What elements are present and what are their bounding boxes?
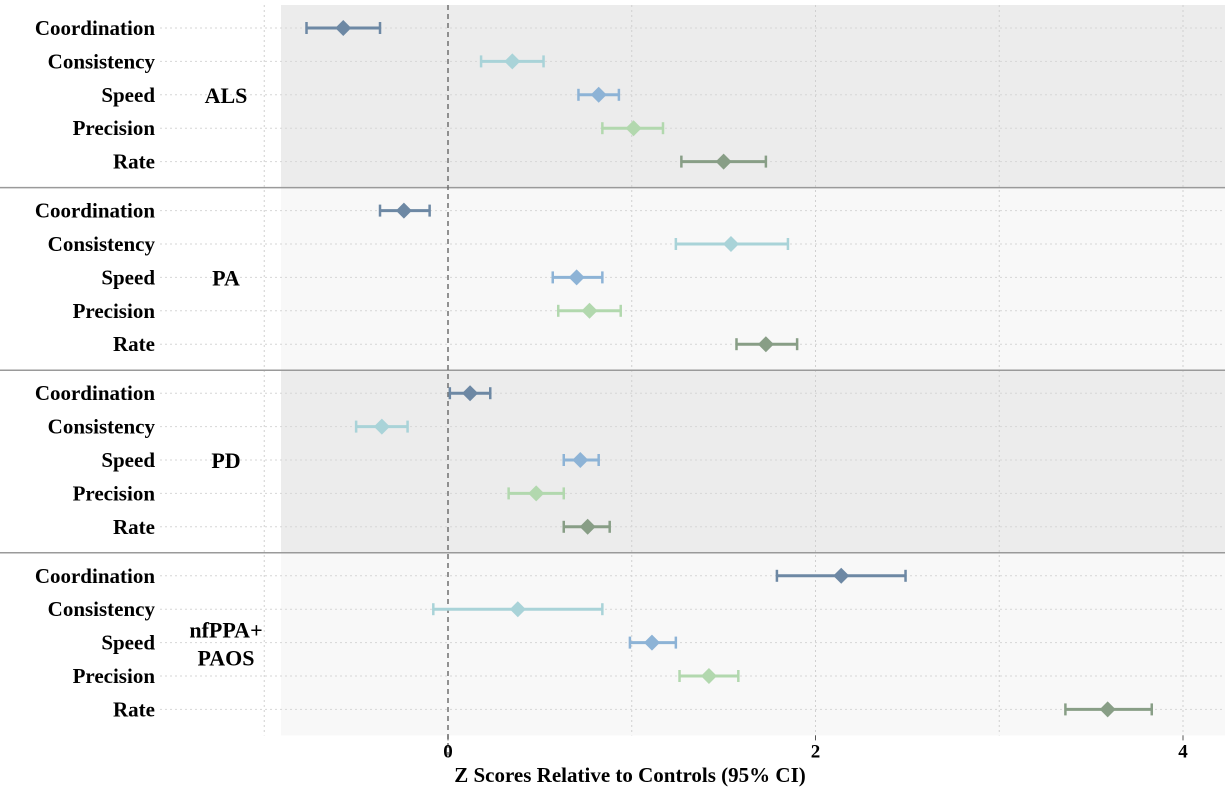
point-consistency <box>373 418 390 435</box>
group-label: ALS <box>205 83 248 108</box>
point-consistency <box>509 601 526 618</box>
metric-label-rate: Rate <box>113 515 155 539</box>
point-precision <box>700 668 717 684</box>
point-coordination <box>462 385 479 402</box>
point-coordination <box>395 202 412 219</box>
x-tick-label: 4 <box>1178 741 1188 762</box>
point-speed <box>568 269 585 286</box>
group-panels <box>281 5 1225 736</box>
metric-label-precision: Precision <box>73 116 156 140</box>
metric-label-precision: Precision <box>73 481 156 505</box>
panel-als <box>281 5 1225 188</box>
metric-label-consistency: Consistency <box>48 597 156 621</box>
point-consistency <box>722 236 739 252</box>
group-labels: ALS PA PD nfPPA+ PAOS <box>189 83 262 671</box>
metric-label-consistency: Consistency <box>48 415 156 439</box>
metric-label-coordination: Coordination <box>35 199 156 223</box>
panel-pa <box>281 187 1225 371</box>
metric-label-speed: Speed <box>101 265 155 289</box>
point-speed <box>572 452 589 468</box>
metric-label-rate: Rate <box>113 150 155 174</box>
metric-label-coordination: Coordination <box>35 381 156 405</box>
metric-label-precision: Precision <box>73 664 156 688</box>
metric-label-speed: Speed <box>101 448 155 472</box>
x-axis-ticks: 0 2 4 <box>443 735 1188 762</box>
metric-label-consistency: Consistency <box>48 232 156 256</box>
metric-label-consistency: Consistency <box>48 49 156 73</box>
group-label: PA <box>212 265 240 290</box>
point-rate <box>1099 701 1116 718</box>
data-marks <box>305 20 1154 718</box>
metric-labels: Coordination Consistency Speed Precision Rat… <box>35 16 156 721</box>
group-label: PD <box>211 448 240 473</box>
metric-label-speed: Speed <box>101 631 155 655</box>
x-tick-label: 0 <box>443 741 453 762</box>
group-separators <box>0 186 1225 554</box>
point-coordination <box>833 567 850 584</box>
metric-label-rate: Rate <box>113 697 155 721</box>
point-consistency <box>504 53 521 70</box>
point-rate <box>715 153 732 170</box>
point-speed <box>590 86 607 103</box>
x-axis-title: Z Scores Relative to Controls (95% CI) <box>454 763 806 787</box>
x-tick-label: 2 <box>811 741 821 762</box>
metric-label-precision: Precision <box>73 299 156 323</box>
metric-label-coordination: Coordination <box>35 16 156 40</box>
point-coordination <box>335 20 352 36</box>
point-rate <box>579 518 596 535</box>
point-precision <box>581 302 598 319</box>
panel-pd <box>281 370 1225 553</box>
metric-label-rate: Rate <box>113 332 155 356</box>
metric-label-speed: Speed <box>101 83 155 107</box>
point-precision <box>625 120 642 137</box>
point-speed <box>643 634 660 651</box>
panel-nfppa-paos <box>281 552 1225 736</box>
metric-label-coordination: Coordination <box>35 564 156 588</box>
group-label: PAOS <box>197 646 254 671</box>
group-label: nfPPA+ <box>189 618 262 643</box>
point-precision <box>528 485 545 502</box>
point-rate <box>757 336 774 353</box>
